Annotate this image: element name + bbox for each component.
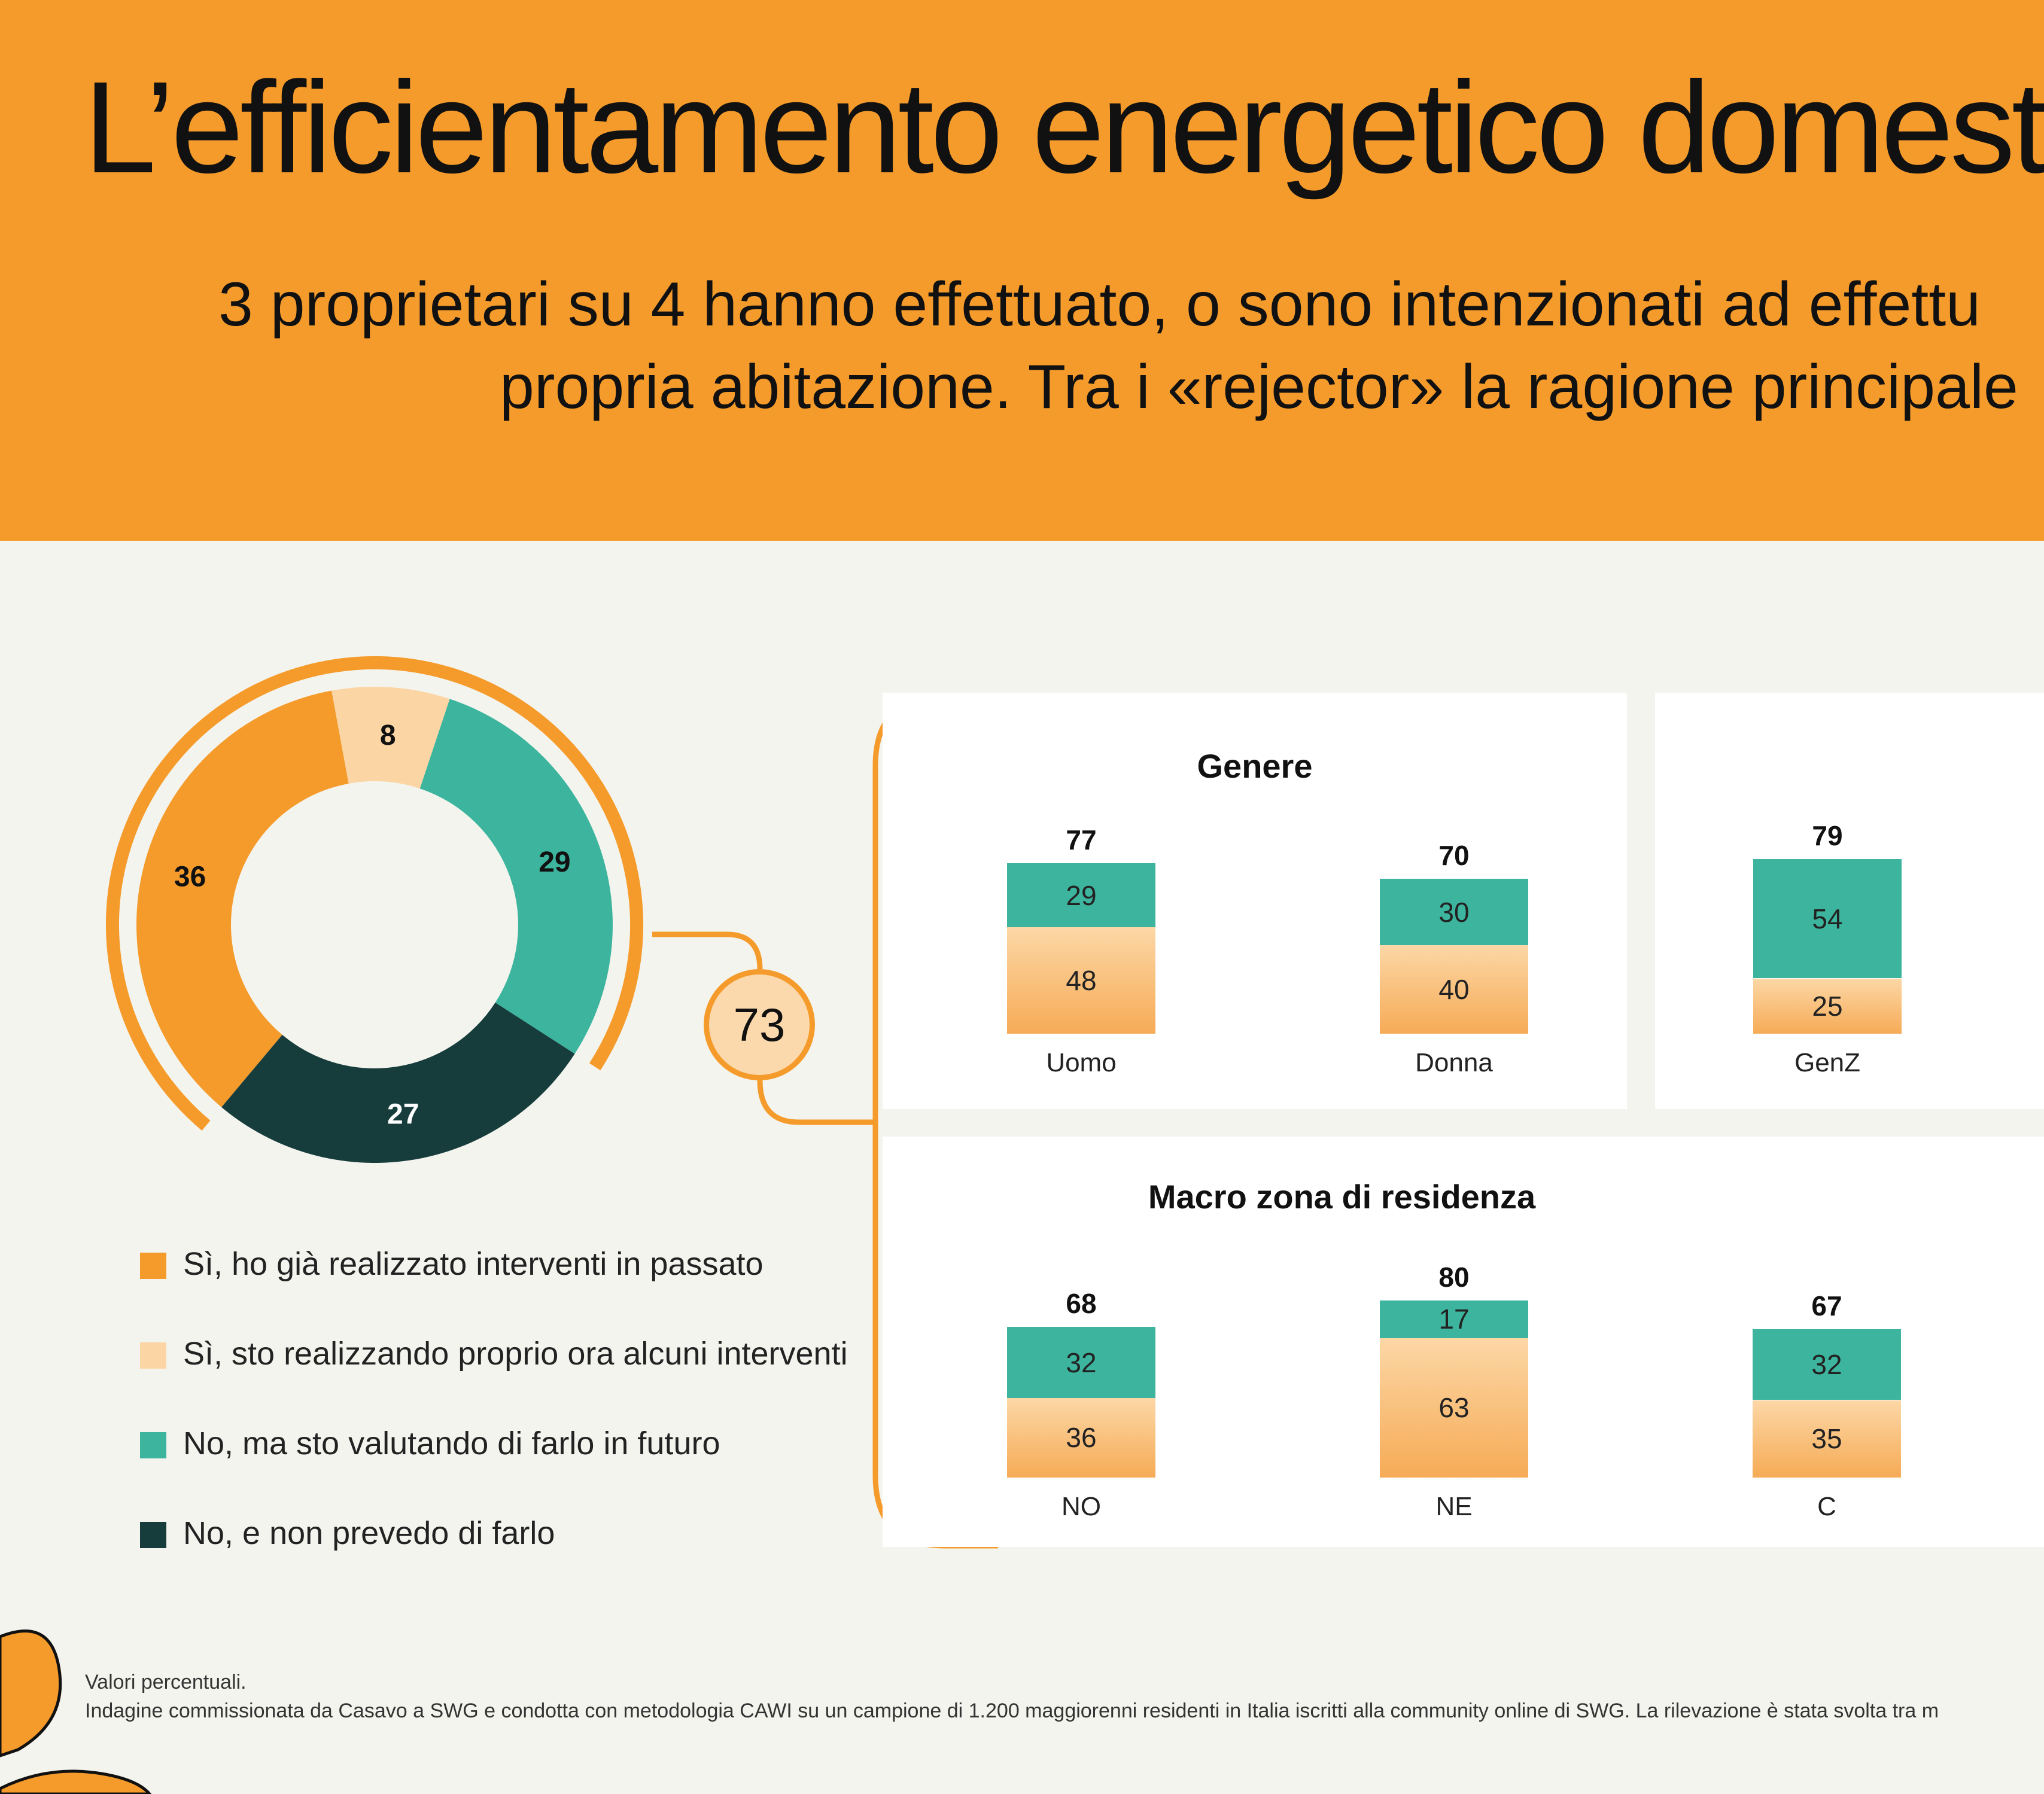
legend-swatch-dark	[140, 1522, 166, 1548]
bar-segment-past-current: 25	[1753, 978, 1902, 1034]
bar-segment-future: 32	[1753, 1329, 1901, 1400]
footnote: Valori percentuali. Indagine commissiona…	[85, 1668, 1939, 1725]
bar-segment-future: 30	[1380, 879, 1528, 945]
donut-slice	[331, 687, 450, 789]
bar-segment-future: 32	[1007, 1327, 1155, 1398]
bar-total-label: 70	[1438, 840, 1470, 871]
bar-segment-past-current: 40	[1380, 945, 1528, 1034]
bar-category-label: NE	[1435, 1492, 1473, 1521]
legend-swatch-teal	[140, 1432, 166, 1458]
subtitle-line-2: propria abitazione. Tra i «rejector» la …	[500, 352, 2018, 422]
bar-category-label: Donna	[1415, 1048, 1493, 1077]
donut-slice	[419, 699, 613, 1054]
legend-label: No, ma sto valutando di farlo in futuro	[183, 1426, 720, 1461]
panel-genere: Genere 77 29 48 Uomo 70 30 40 Donna	[883, 693, 1627, 1109]
panel-macro-zona: Macro zona di residenza 68 32 36 NO 80 17 63 NE…	[883, 1137, 2044, 1547]
bar-category-label: GenZ	[1794, 1048, 1861, 1077]
subtitle-line-1: 3 proprietari su 4 hanno effettuato, o s…	[218, 270, 1981, 339]
bar-total-label: 80	[1438, 1262, 1470, 1293]
donut-value-label: 36	[174, 861, 206, 893]
bar-segment-past-current: 36	[1007, 1397, 1155, 1478]
highlight-arc	[106, 656, 643, 1131]
header-banner: L’efficientamento energetico domestico 3…	[0, 0, 2044, 541]
donut-svg: 36 8 29 27	[106, 656, 643, 1163]
bar-segment-future: 29	[1007, 863, 1155, 928]
bar-segment-future: 54	[1753, 858, 1902, 979]
bar-category-label: NO	[1061, 1492, 1101, 1521]
page-subtitle: 3 proprietari su 4 hanno effettuato, o s…	[218, 263, 2018, 428]
bar-segment-future: 17	[1380, 1300, 1528, 1338]
bar-segment-past-current: 48	[1007, 927, 1155, 1034]
footnote-line-1: Valori percentuali.	[85, 1671, 247, 1694]
panel-generation: 79 54 25 GenZ	[1655, 693, 2044, 1109]
panel-title: Genere	[1197, 747, 1313, 785]
bar-total-label: 77	[1066, 824, 1097, 856]
legend-label: Sì, sto realizzando proprio ora alcuni i…	[183, 1336, 848, 1372]
page-title: L’efficientamento energetico domestico	[84, 55, 2044, 200]
legend-label: Sì, ho già realizzato interventi in pass…	[183, 1246, 764, 1282]
donut-value-label: 8	[380, 720, 396, 751]
footnote-line-2: Indagine commissionata da Casavo a SWG e…	[85, 1699, 1939, 1722]
legend-swatch-peach	[140, 1342, 166, 1369]
total-badge: 73	[704, 969, 815, 1080]
bar-total-label: 79	[1812, 820, 1843, 851]
legend-label: No, e non prevedo di farlo	[183, 1515, 555, 1551]
donut-slice	[136, 690, 349, 1107]
bar-total-label: 68	[1066, 1288, 1097, 1320]
bar-segment-past-current: 35	[1753, 1400, 1901, 1478]
legend-swatch-orange	[140, 1253, 166, 1279]
donut-value-label: 27	[387, 1098, 419, 1130]
donut-value-label: 29	[539, 846, 570, 878]
donut-slice	[221, 1003, 575, 1163]
bar-total-label: 67	[1811, 1290, 1842, 1322]
bar-category-label: Uomo	[1046, 1048, 1117, 1077]
bar-segment-past-current: 63	[1380, 1338, 1528, 1478]
panel-title: Macro zona di residenza	[1148, 1178, 1536, 1216]
donut-chart: 36 8 29 27	[96, 646, 670, 1220]
bar-category-label: C	[1817, 1492, 1836, 1521]
